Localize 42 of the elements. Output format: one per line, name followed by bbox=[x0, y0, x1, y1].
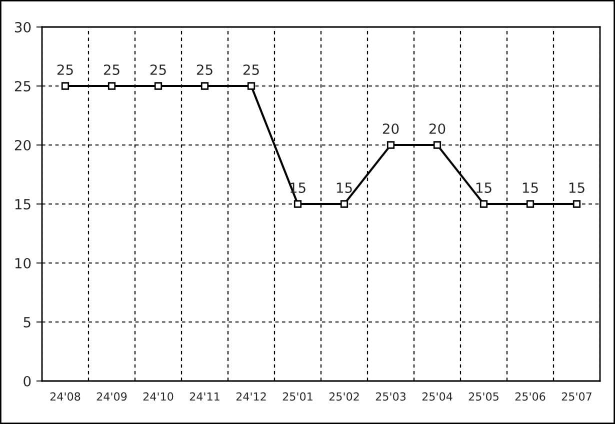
point bbox=[480, 200, 488, 208]
y-tick-label: 30 bbox=[14, 22, 31, 32]
x-tick-label: 24'10 bbox=[143, 392, 174, 401]
data-label: 25 bbox=[104, 64, 120, 75]
point bbox=[526, 200, 534, 208]
data-label: 15 bbox=[569, 182, 584, 193]
x-tick-label: 25'06 bbox=[515, 392, 546, 401]
y-tick-label: 0 bbox=[24, 376, 31, 386]
data-label: 25 bbox=[196, 64, 212, 75]
data-label: 15 bbox=[336, 182, 352, 193]
data-label: 25 bbox=[243, 64, 259, 75]
x-tick-label: 25'04 bbox=[422, 392, 452, 401]
point bbox=[386, 141, 395, 149]
x-tick-label: 25'05 bbox=[468, 392, 498, 401]
point bbox=[572, 200, 581, 208]
y-tick-label: 20 bbox=[14, 140, 31, 150]
x-tick-label: 25'01 bbox=[282, 392, 312, 401]
x-tick-label: 24'09 bbox=[96, 392, 127, 401]
point bbox=[247, 82, 256, 90]
point bbox=[200, 82, 209, 90]
point bbox=[154, 82, 162, 90]
point bbox=[108, 82, 116, 90]
point bbox=[433, 141, 442, 149]
data-label: 15 bbox=[476, 182, 492, 193]
data-label: 20 bbox=[382, 123, 399, 134]
data-label: 25 bbox=[57, 64, 73, 75]
x-tick-label: 24'08 bbox=[50, 392, 80, 401]
y-tick-label: 15 bbox=[15, 199, 30, 210]
y-tick-label: 10 bbox=[15, 258, 31, 268]
data-label: 25 bbox=[150, 64, 166, 75]
x-tick-label: 24'11 bbox=[190, 392, 220, 401]
point bbox=[294, 200, 302, 208]
data-label: 15 bbox=[522, 182, 538, 193]
x-tick-label: 25'07 bbox=[562, 392, 592, 401]
y-tick-label: 5 bbox=[24, 317, 30, 328]
data-label: 20 bbox=[429, 123, 446, 134]
x-tick-label: 24'12 bbox=[236, 392, 266, 401]
y-tick-label: 25 bbox=[14, 80, 30, 92]
x-tick-label: 25'02 bbox=[329, 392, 359, 401]
x-tick-label: 25'03 bbox=[376, 392, 406, 401]
point bbox=[61, 82, 70, 90]
point bbox=[340, 200, 348, 208]
